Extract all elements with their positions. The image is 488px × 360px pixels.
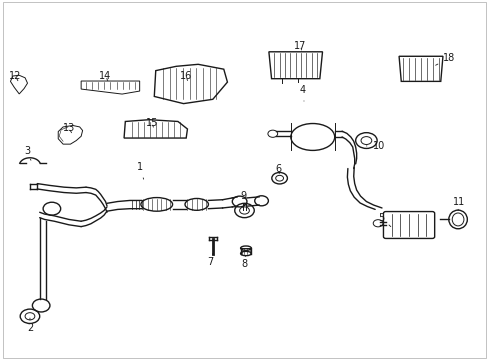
Text: 12: 12 <box>9 71 21 81</box>
Text: 10: 10 <box>366 141 384 151</box>
Text: 6: 6 <box>275 164 281 174</box>
Text: 11: 11 <box>452 197 464 211</box>
Text: 2: 2 <box>27 318 33 333</box>
Text: 8: 8 <box>241 255 247 269</box>
Text: 14: 14 <box>99 71 111 81</box>
Text: 7: 7 <box>207 253 213 267</box>
Text: 17: 17 <box>294 41 306 50</box>
Text: 9: 9 <box>240 191 246 205</box>
Text: 3: 3 <box>24 146 31 160</box>
Text: 18: 18 <box>435 53 454 65</box>
Text: 1: 1 <box>136 162 143 179</box>
Text: 5: 5 <box>377 213 390 226</box>
Text: 16: 16 <box>180 71 192 81</box>
Text: 4: 4 <box>299 85 305 101</box>
Text: 15: 15 <box>145 118 158 128</box>
Text: 13: 13 <box>62 123 75 133</box>
